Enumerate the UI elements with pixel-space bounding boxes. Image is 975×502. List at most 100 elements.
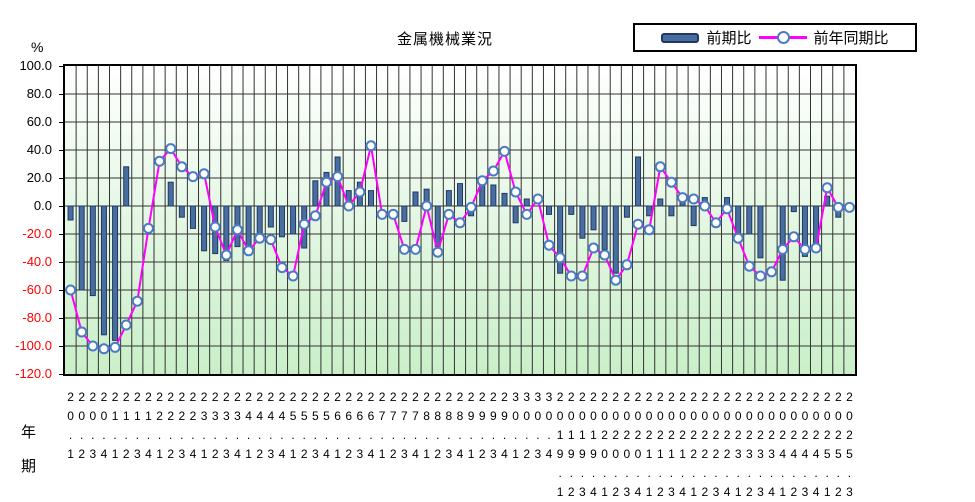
marker-25.4: [320, 176, 332, 188]
bar-23.3: [223, 205, 230, 262]
bar-2021.2: [657, 198, 664, 207]
x-tick-label: 2 0 2 3 . 4: [768, 390, 775, 499]
marker-20.2: [76, 326, 88, 338]
bar-20.1: [67, 205, 74, 221]
marker-23.1: [198, 168, 210, 180]
legend: 前期比 前年同期比: [633, 23, 917, 52]
marker-2024.4: [810, 242, 822, 254]
x-tick-label: 2 0 2 4 . 1: [779, 390, 787, 499]
marker-29.2: [476, 175, 488, 187]
y-tick-label: -80.0: [22, 310, 52, 325]
bar-2021.3: [668, 205, 675, 217]
x-tick-label: 2 4 . 2: [256, 390, 264, 461]
marker-28.1: [421, 200, 433, 212]
bar-21.2: [123, 166, 130, 207]
marker-2024.3: [799, 243, 811, 255]
x-tick-label: 2 2 . 2: [167, 390, 175, 461]
x-tick-label: 2 8 . 1: [423, 390, 430, 461]
x-tick-label: 2 5 . 1: [289, 390, 297, 461]
x-tick-label: 2 0 2 0 . 3: [623, 390, 631, 499]
marker-27.1: [376, 208, 388, 220]
bar-22.4: [189, 205, 196, 229]
bar-21.1: [112, 205, 119, 341]
y-tick-mark: [59, 122, 64, 123]
bar-22.3: [178, 205, 185, 218]
bar-24.4: [278, 205, 285, 238]
x-tick-label: 2 3 . 1: [200, 390, 208, 461]
marker-29.1: [465, 201, 477, 213]
x-tick-label: 3 0 . 4: [545, 390, 553, 461]
x-tick-label: 2 0 2 2 . 2: [701, 390, 709, 499]
bar-2019.3: [579, 205, 586, 239]
x-tick-label: 2 2 . 1: [156, 390, 163, 461]
x-tick-label: 2 2 . 3: [178, 390, 186, 461]
marker-2019.2: [565, 270, 577, 282]
marker-2019.3: [576, 270, 588, 282]
marker-30.3: [532, 193, 544, 205]
y-tick-label: 40.0: [26, 142, 52, 157]
marker-27.3: [398, 243, 410, 255]
legend-bar-swatch-icon: [661, 32, 700, 43]
y-tick-label: -100.0: [15, 338, 52, 353]
marker-2025.3: [843, 201, 855, 213]
bar-27.4: [412, 191, 419, 207]
x-tick-label: 2 0 2 1 . 3: [668, 390, 675, 499]
marker-2025.2: [832, 201, 844, 213]
marker-22.2: [165, 143, 177, 155]
marker-26.4: [365, 140, 377, 152]
bar-30.1: [512, 205, 519, 224]
marker-2022.4: [721, 203, 733, 215]
marker-21.2: [120, 319, 132, 331]
x-tick-label: 2 0 2 3 . 2: [745, 390, 753, 499]
x-tick-label: 2 0 2 1 . 4: [679, 390, 686, 499]
x-tick-label: 2 6 . 4: [367, 390, 375, 461]
x-tick-label: 3 0 . 3: [534, 390, 542, 461]
marker-24.4: [276, 262, 288, 274]
marker-26.3: [354, 186, 366, 198]
x-tick-label: 2 0 2 1 . 2: [656, 390, 664, 499]
marker-29.4: [499, 145, 511, 157]
y-tick-mark: [59, 206, 64, 207]
bar-2020.4: [635, 156, 642, 207]
bar-2019.2: [568, 205, 575, 215]
marker-20.3: [87, 340, 99, 352]
y-tick-mark: [59, 318, 64, 319]
marker-2023.1: [732, 232, 744, 244]
legend-line-swatch-icon: [758, 31, 807, 44]
bar-20.4: [100, 205, 107, 336]
marker-2020.1: [599, 249, 611, 261]
y-tick-mark: [59, 262, 64, 263]
marker-2024.2: [788, 231, 800, 243]
x-tick-label: 2 5 . 2: [300, 390, 308, 461]
marker-23.3: [220, 249, 232, 261]
bar-25.1: [290, 205, 297, 235]
x-axis-title-year: 年: [21, 424, 37, 441]
y-tick-mark: [59, 66, 64, 67]
x-tick-label: 2 0 2 4 . 3: [801, 390, 809, 499]
x-tick-label: 2 8 . 3: [445, 390, 453, 461]
x-tick-label: 2 6 . 1: [334, 390, 341, 461]
x-tick-label: 2 3 . 2: [211, 390, 219, 461]
y-tick-mark: [59, 234, 64, 235]
x-tick-label: 3 0 . 1: [512, 390, 519, 461]
marker-28.4: [454, 217, 466, 229]
marker-2023.3: [754, 270, 766, 282]
x-tick-label: 2 0 1 9 . 3: [579, 390, 586, 499]
bar-29.4: [501, 192, 508, 207]
marker-21.4: [142, 222, 154, 234]
bar-2023.3: [757, 205, 764, 259]
y-tick-mark: [59, 346, 64, 347]
marker-2023.2: [743, 260, 755, 272]
x-tick-label: 2 0 2 2 . 3: [712, 390, 720, 499]
marker-2021.1: [643, 224, 655, 236]
y-tick-label: -20.0: [22, 226, 52, 241]
y-tick-label: 80.0: [26, 86, 52, 101]
marker-2025.1: [821, 182, 833, 194]
x-tick-label: 2 7 . 4: [412, 390, 419, 461]
x-tick-label: 2 9 . 3: [490, 390, 497, 461]
marker-27.4: [409, 243, 421, 255]
marker-22.4: [187, 171, 199, 183]
bar-23.1: [201, 205, 208, 252]
bar-2020.2: [612, 205, 619, 274]
x-tick-label: 2 6 . 3: [356, 390, 364, 461]
